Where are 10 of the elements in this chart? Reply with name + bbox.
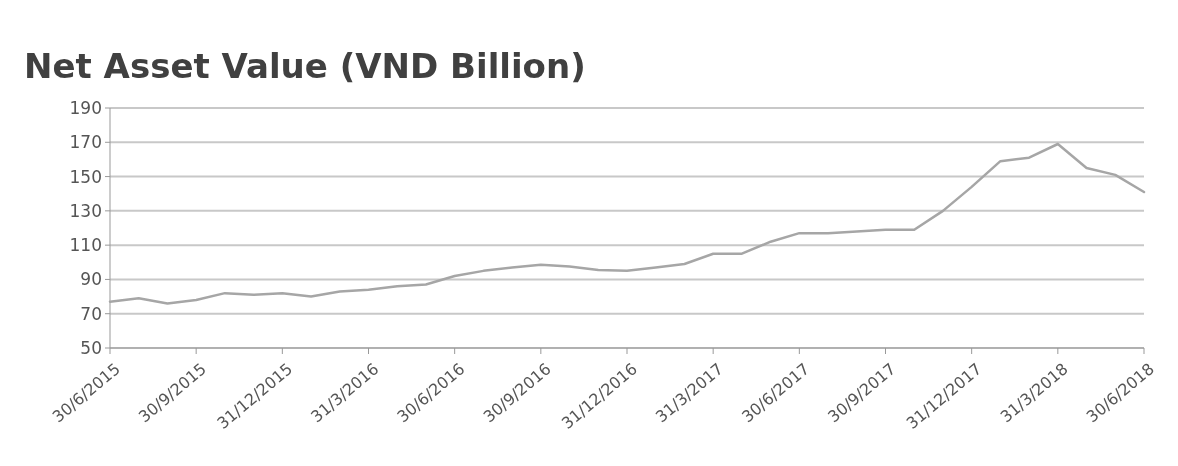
chart-title: Net Asset Value (VND Billion) (24, 46, 586, 86)
line-series (108, 142, 1146, 305)
y-tick-label: 170 (69, 132, 102, 153)
y-tick-label: 190 (69, 97, 102, 118)
y-tick-label: 70 (80, 303, 102, 324)
y-tick-label: 110 (69, 235, 102, 256)
y-tick-label: 130 (69, 200, 102, 221)
y-tick-label: 90 (80, 269, 102, 290)
y-tick-label: 150 (69, 166, 102, 187)
y-tick-label: 50 (80, 337, 102, 358)
